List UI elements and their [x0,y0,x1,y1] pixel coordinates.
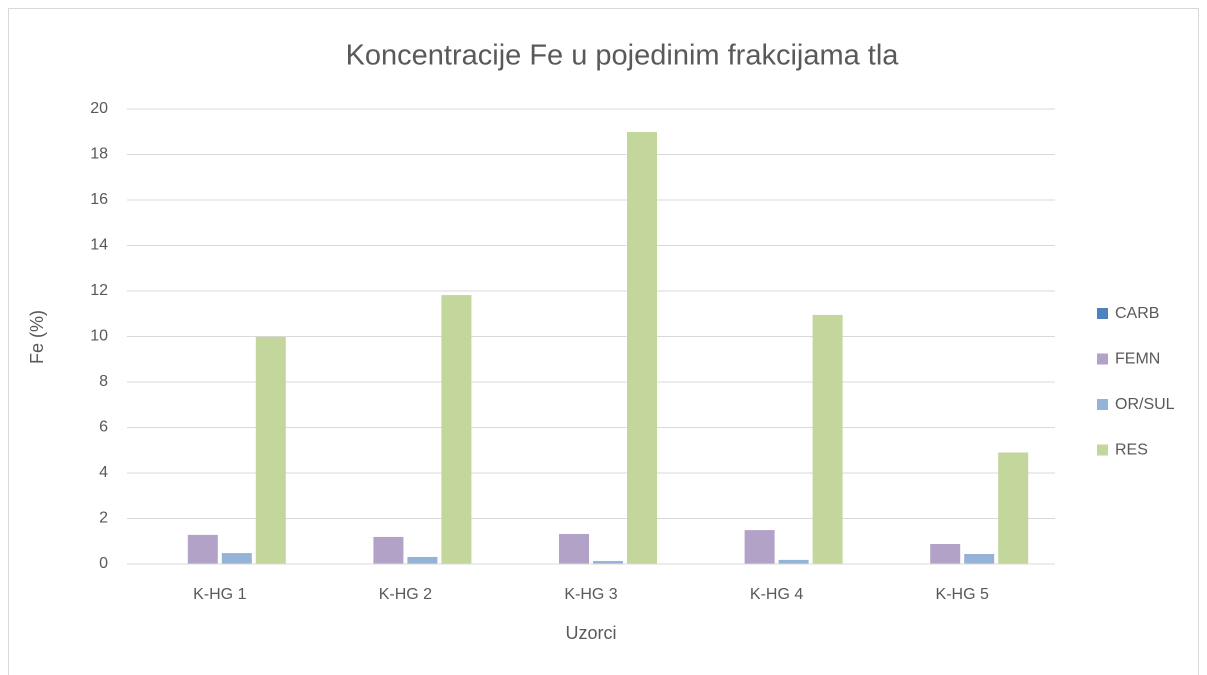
bar [593,561,623,564]
legend-swatch [1097,399,1108,410]
y-tick-label: 14 [90,237,108,254]
y-tick-label: 2 [99,510,108,527]
bar [778,559,809,564]
bar [441,295,472,564]
y-tick-label: 18 [90,146,108,163]
x-axis-title: Uzorci [565,623,616,643]
bar [221,553,252,564]
x-tick-label: K-HG 4 [750,586,803,603]
bar [373,536,404,564]
legend-label: OR/SUL [1115,396,1175,413]
bar [187,534,218,564]
legend-swatch [1097,353,1108,365]
y-tick-label: 12 [90,282,108,299]
bar [407,556,438,564]
legend-swatch [1097,308,1108,319]
y-tick-label: 4 [99,464,108,481]
legend-label: FEMN [1115,351,1160,368]
chart-title: Koncentracije Fe u pojedinim frakcijama … [346,40,900,72]
bar [930,543,961,564]
bar [255,336,286,564]
y-tick-label: 10 [90,328,108,345]
legend-label: RES [1115,442,1148,459]
y-tick-label: 16 [90,191,108,208]
bar [627,131,657,565]
chart-border [8,8,1199,675]
y-tick-label: 20 [90,100,108,117]
x-tick-label: K-HG 1 [193,586,246,603]
x-tick-label: K-HG 5 [936,586,989,603]
x-tick-label: K-HG 2 [379,586,432,603]
bar [998,452,1029,564]
bar [744,530,775,564]
bar [812,314,843,564]
x-tick-label: K-HG 3 [564,586,617,603]
legend-swatch [1097,444,1108,456]
bar [559,533,589,564]
bar [964,553,995,564]
y-tick-label: 8 [99,373,108,390]
y-tick-label: 0 [99,555,108,572]
legend-label: CARB [1115,305,1159,322]
y-axis-title: Fe (%) [27,310,47,364]
y-tick-label: 6 [99,419,108,436]
